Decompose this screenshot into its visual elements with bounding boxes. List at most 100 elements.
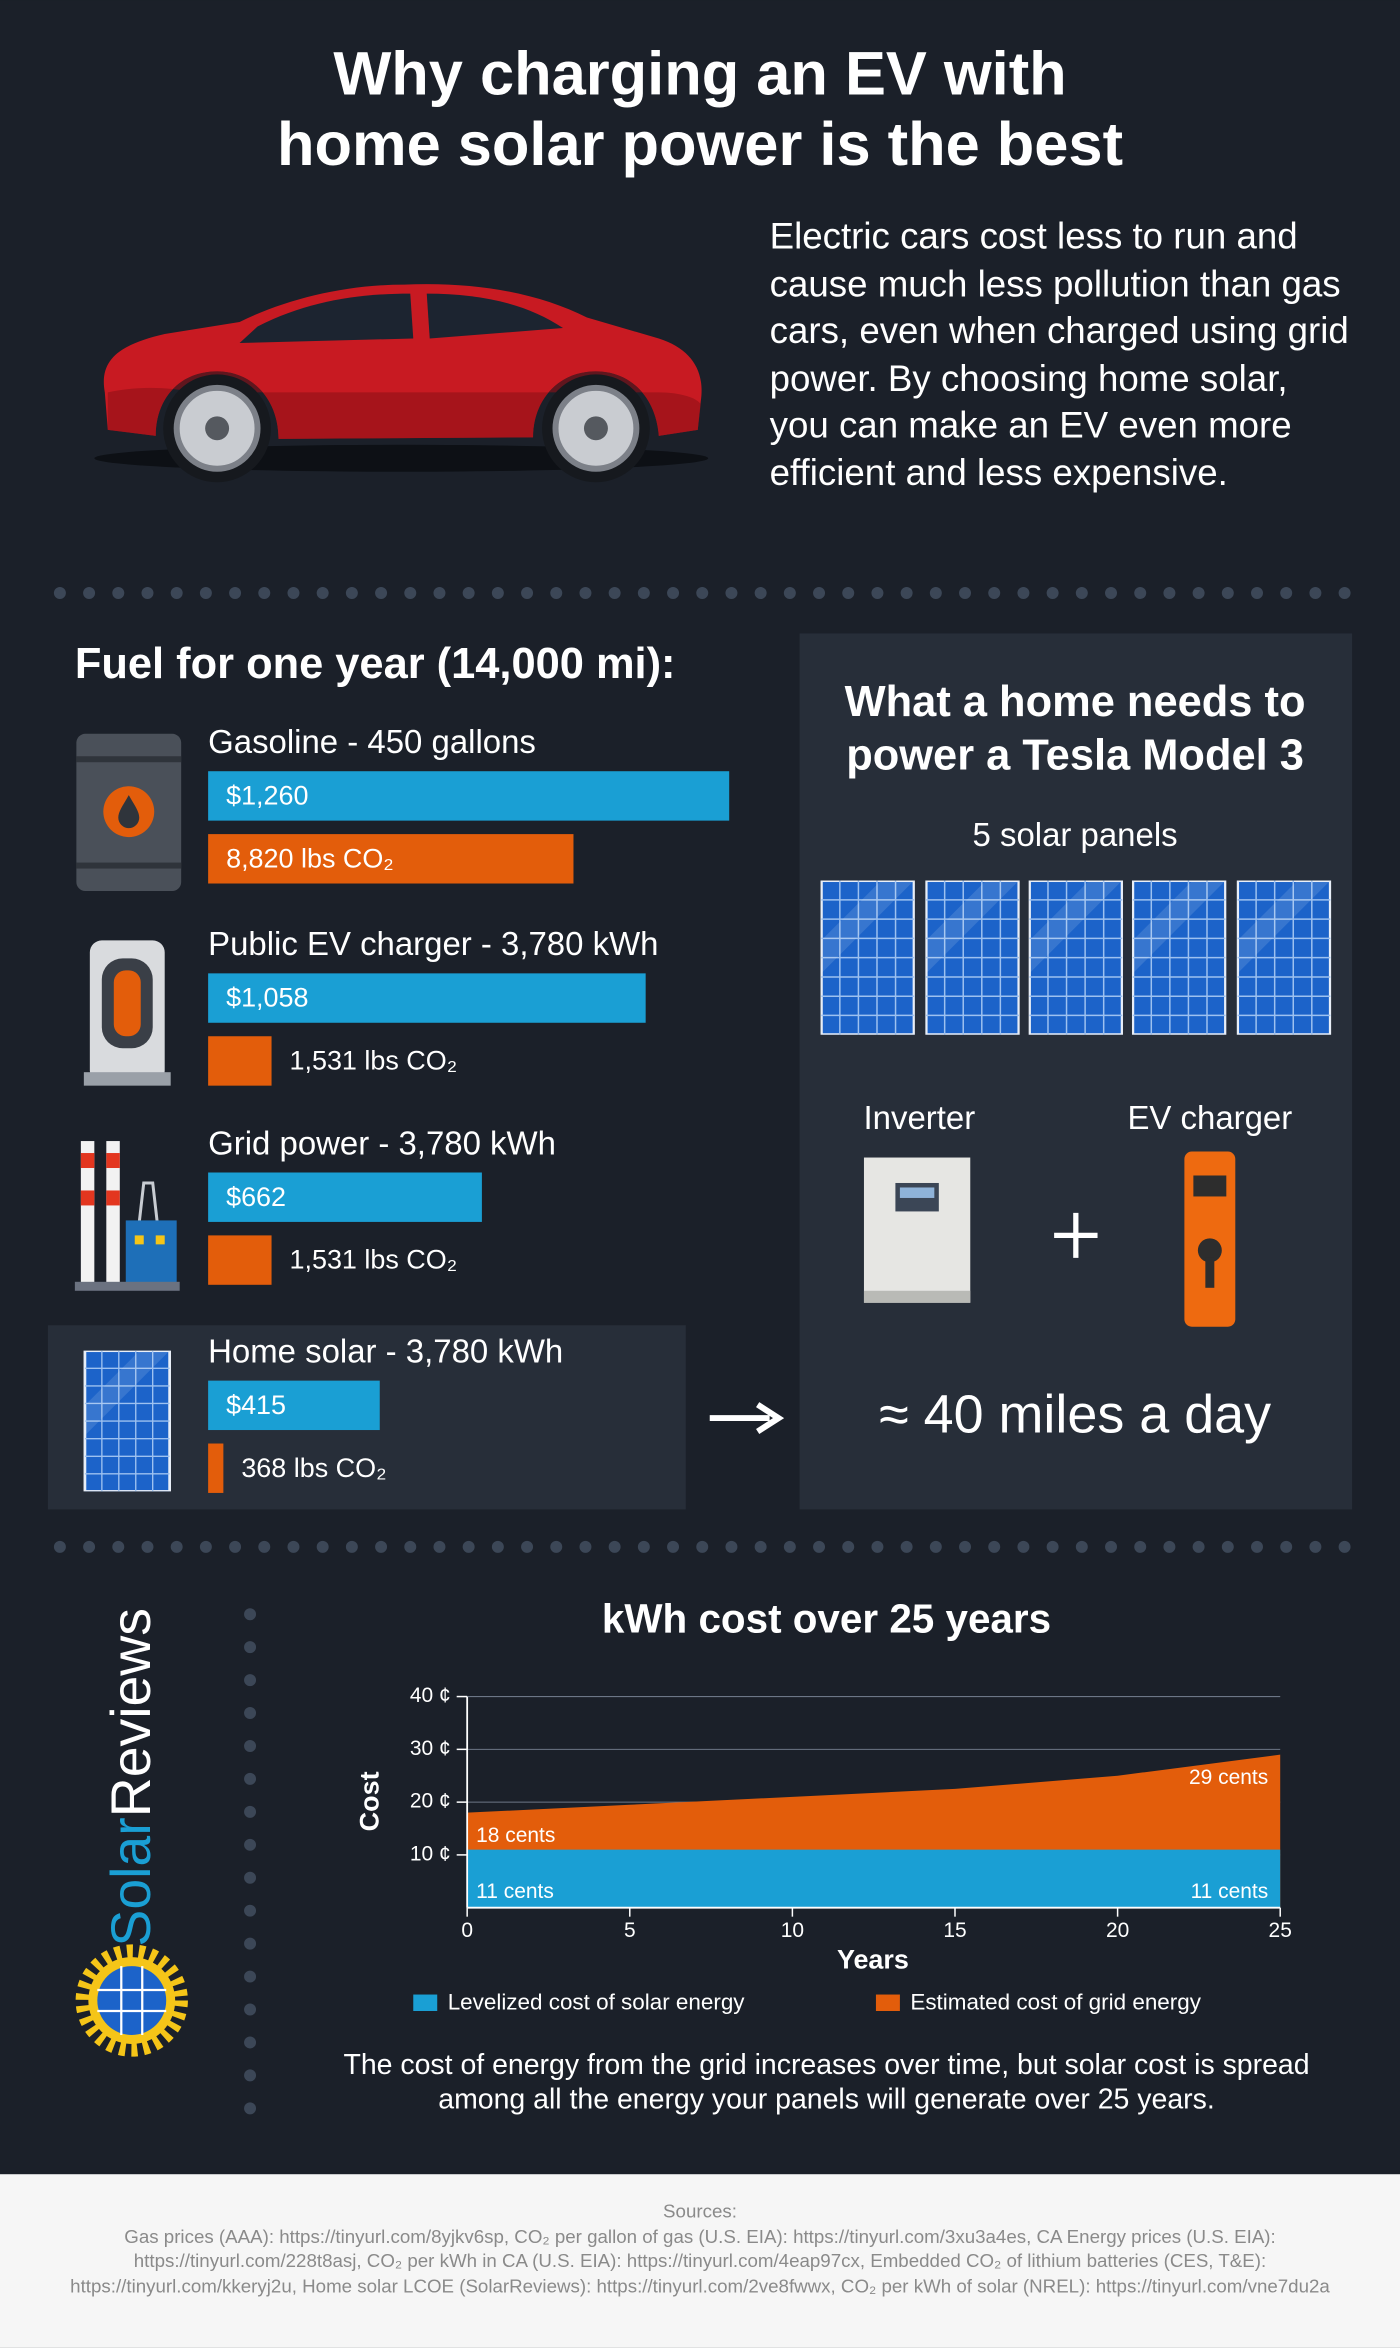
value-label: 18 cents [476, 1824, 555, 1847]
power-plant-icon-part [155, 1235, 165, 1245]
bar [208, 834, 574, 884]
car-illustration-part [239, 293, 414, 343]
legend-swatch [875, 1994, 900, 2012]
power-plant-icon-part [106, 1153, 120, 1169]
power-plant-icon-part [80, 1141, 95, 1288]
intro-text: Electric cars cost less to run and cause… [769, 217, 1349, 494]
car-illustration-part [205, 416, 230, 441]
home-title: What a home needs to power a Tesla Model… [844, 678, 1306, 781]
power-plant-icon-part [74, 1281, 180, 1291]
result-text: ≈ 40 miles a day [879, 1384, 1271, 1444]
sun-logo [75, 1944, 188, 2057]
fuel-title: Fuel for one year (14,000 mi): [75, 640, 676, 688]
category-label: Grid power - 3,780 kWh [208, 1124, 556, 1161]
car-illustration [94, 284, 709, 483]
power-plant-icon-part [80, 1190, 95, 1206]
brand-first: Solar [99, 1817, 161, 1946]
y-axis-label: Cost [354, 1771, 384, 1831]
value-label: $1,260 [226, 781, 308, 811]
category-label: Gasoline - 450 gallons [208, 723, 536, 760]
legend-swatch [413, 1994, 438, 2012]
footer-background [0, 2174, 1400, 2348]
barrel-icon-part [76, 862, 182, 869]
sources-box: Sources: Gas prices (AAA): https://tinyu… [67, 2200, 1332, 2299]
value-label: $1,058 [226, 983, 308, 1013]
charger-icon-part [83, 1072, 171, 1086]
power-plant-icon-part [134, 1235, 144, 1245]
arrow [709, 1402, 785, 1435]
plus-sign [1054, 1212, 1098, 1258]
page-title: Why charging an EV with home solar power… [276, 39, 1124, 179]
solar-panel [820, 880, 915, 1035]
caption-box: The cost of energy from the grid increas… [343, 2050, 1309, 2116]
charger-label: EV charger [1127, 1099, 1292, 1136]
category-label: Home solar - 3,780 kWh [208, 1332, 563, 1369]
power-plant-icon-part [106, 1190, 120, 1206]
legend-label: Estimated cost of grid energy [910, 1989, 1201, 2014]
bar [208, 1235, 272, 1285]
ev-charger-icon [1184, 1151, 1236, 1327]
brand-second: Reviews [99, 1608, 161, 1817]
solar-panel [1028, 880, 1123, 1035]
brand-logo: SolarReviews [99, 1608, 161, 1947]
chart-title: kWh cost over 25 years [602, 1595, 1051, 1641]
sun-logo-part [97, 1966, 167, 2035]
ev-charger-icon-part [1193, 1175, 1227, 1197]
inverter-icon-part [863, 1157, 971, 1303]
value-label: $662 [226, 1182, 286, 1212]
inverter-icon [863, 1157, 971, 1303]
x-tick-label: 0 [461, 1919, 473, 1942]
value-label: 29 cents [1189, 1766, 1268, 1789]
sun-logo-part [75, 1944, 188, 2057]
y-tick-label: 10 ¢ [410, 1842, 451, 1865]
legend-label: Levelized cost of solar energy [448, 1989, 746, 2014]
category-label: Public EV charger - 3,780 kWh [208, 925, 658, 962]
bar [208, 1172, 482, 1222]
solar-panel [1131, 880, 1227, 1035]
home-title-box: What a home needs to power a Tesla Model… [844, 678, 1306, 781]
value-label: 8,820 lbs CO₂ [226, 843, 394, 873]
power-plant-icon-part [106, 1141, 120, 1288]
sources: Sources: Gas prices (AAA): https://tinyu… [67, 2200, 1332, 2299]
x-tick-label: 15 [943, 1919, 966, 1942]
value-label: 368 lbs CO₂ [241, 1453, 386, 1483]
y-tick-label: 30 ¢ [410, 1737, 451, 1760]
value-label: 1,531 lbs CO₂ [290, 1046, 458, 1076]
inverter-icon-part [863, 1290, 971, 1303]
arrow-part [756, 1402, 785, 1435]
car-illustration-part [426, 293, 563, 339]
title-box: Why charging an EV with home solar power… [276, 39, 1124, 179]
car-illustration-part [107, 371, 701, 439]
barrel-icon-part [76, 756, 182, 763]
value-label: 1,531 lbs CO₂ [290, 1245, 458, 1275]
bar [208, 771, 730, 821]
home-panel [799, 633, 1353, 1510]
power-plant-icon-part [125, 1220, 177, 1288]
solar-panel-icon [83, 1350, 172, 1492]
x-tick-label: 10 [781, 1919, 804, 1942]
sun-logo-part [97, 1966, 167, 2035]
value-label: $415 [226, 1390, 286, 1420]
x-tick-label: 20 [1106, 1919, 1129, 1942]
value-label: 11 cents [1191, 1880, 1269, 1903]
value-label: 11 cents [476, 1880, 554, 1903]
x-axis-label: Years [837, 1945, 909, 1975]
x-tick-label: 5 [624, 1919, 636, 1942]
bar [208, 1380, 380, 1431]
power-plant-icon [74, 1141, 180, 1291]
charger-icon-part [113, 970, 141, 1037]
sources-text: Gas prices (AAA): https://tinyurl.com/8y… [70, 2225, 1330, 2297]
ev-charger-icon-part [1205, 1257, 1215, 1288]
x-tick-label: 25 [1269, 1919, 1292, 1942]
area [467, 1849, 1281, 1908]
inverter-icon-part [899, 1187, 935, 1198]
intro-box: Electric cars cost less to run and cause… [769, 217, 1349, 494]
bar [208, 1443, 224, 1493]
charts: Gasoline - 450 gallons Public EV charger … [208, 723, 1292, 2014]
inverter-label: Inverter [864, 1099, 976, 1136]
barrel-icon [76, 733, 182, 892]
charger-icon [83, 940, 171, 1086]
solar-panel [1236, 880, 1332, 1035]
